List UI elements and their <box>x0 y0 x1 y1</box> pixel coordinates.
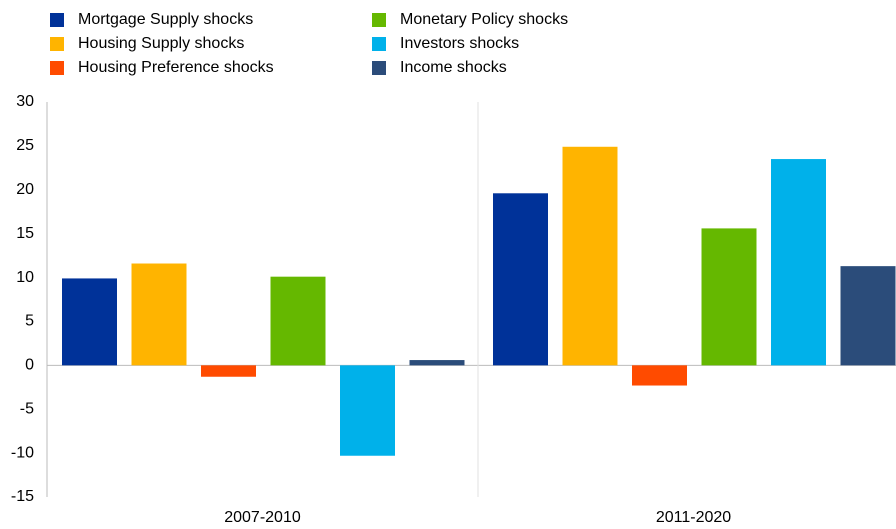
bar <box>62 278 117 366</box>
bar <box>840 266 896 366</box>
bar <box>409 360 465 366</box>
y-tick-label: 10 <box>16 269 34 286</box>
y-tick-label: 5 <box>25 313 34 330</box>
legend-swatch <box>50 37 64 51</box>
bar <box>562 146 618 366</box>
y-tick-label: -10 <box>11 444 34 461</box>
x-tick-label: 2007-2010 <box>224 509 301 526</box>
legend-label: Housing Preference shocks <box>78 59 274 76</box>
y-tick-label: 25 <box>16 137 34 154</box>
legend-swatch <box>372 37 386 51</box>
legend-label: Investors shocks <box>400 35 519 52</box>
legend-swatch <box>50 61 64 75</box>
legend-swatch <box>372 13 386 27</box>
bar <box>701 228 757 366</box>
y-tick-label: -15 <box>11 488 34 505</box>
y-tick-label: 15 <box>16 225 34 242</box>
y-tick-label: 20 <box>16 181 34 198</box>
bar <box>493 193 548 366</box>
bar <box>632 365 687 386</box>
legend-swatch <box>372 61 386 75</box>
x-tick-label: 2011-2020 <box>656 509 731 526</box>
y-tick-label: -5 <box>20 400 34 417</box>
legend-label: Mortgage Supply shocks <box>78 11 253 28</box>
legend-swatch <box>50 13 64 27</box>
y-tick-label: 30 <box>16 93 34 110</box>
legend-label: Housing Supply shocks <box>78 35 244 52</box>
bar <box>201 365 256 377</box>
bar <box>340 365 395 456</box>
bar <box>270 276 326 366</box>
legend-label: Monetary Policy shocks <box>400 11 568 28</box>
y-tick-label: 0 <box>25 357 34 374</box>
legend-label: Income shocks <box>400 59 507 76</box>
bar <box>771 159 826 366</box>
bar <box>131 263 187 366</box>
